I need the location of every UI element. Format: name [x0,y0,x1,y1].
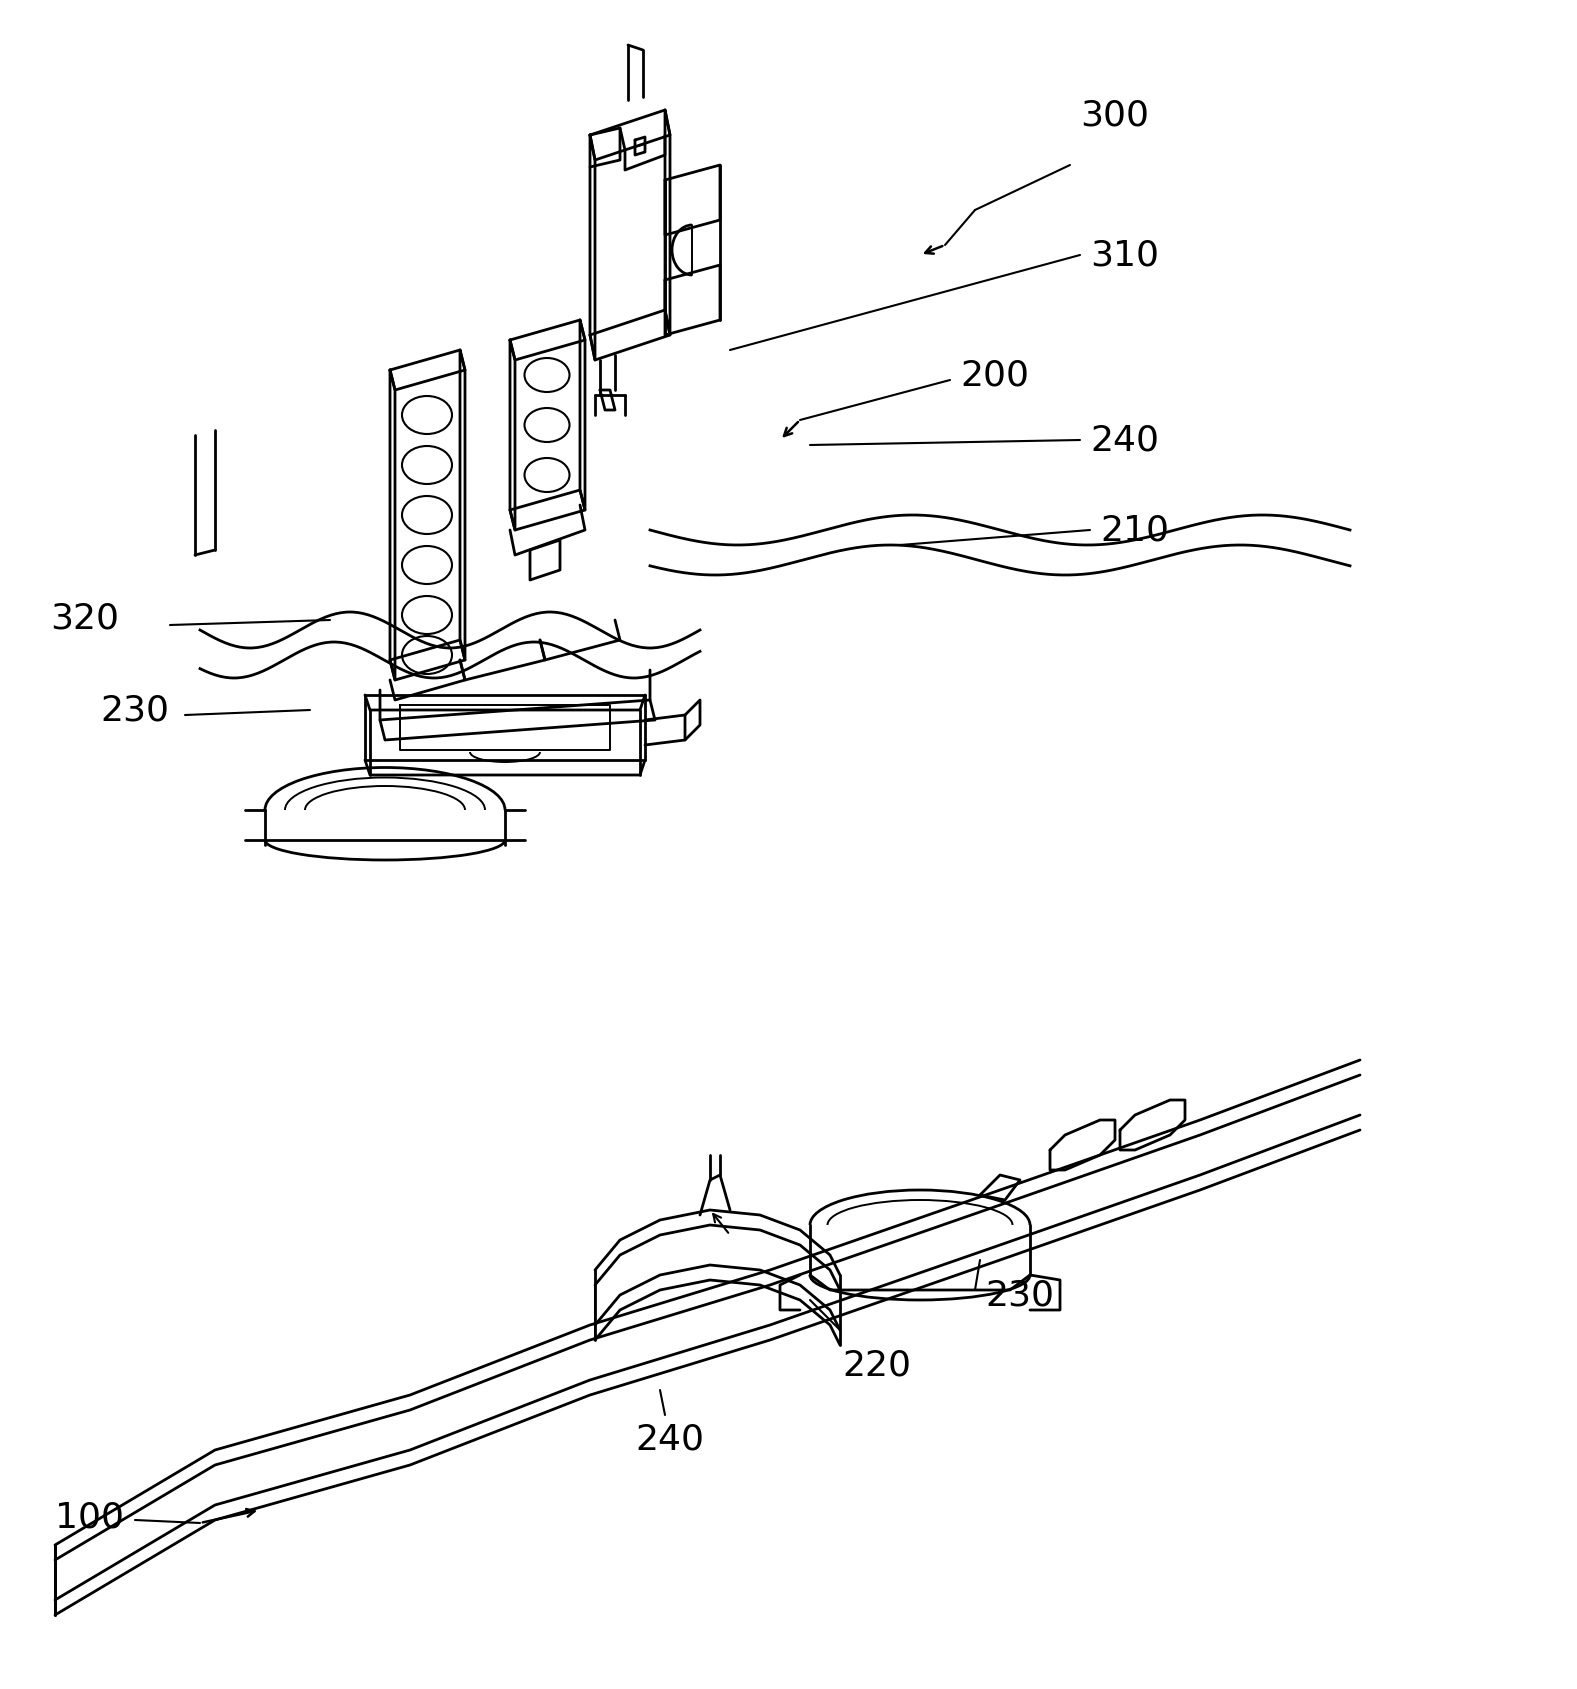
Text: 320: 320 [50,601,118,635]
Text: 200: 200 [960,358,1030,392]
Text: 230: 230 [986,1279,1053,1312]
Text: 300: 300 [1080,98,1150,132]
Text: 240: 240 [636,1424,703,1458]
Text: 100: 100 [55,1502,125,1535]
Text: 220: 220 [842,1348,912,1382]
Text: 230: 230 [99,692,169,726]
Text: 310: 310 [1090,238,1159,272]
Text: 210: 210 [1101,513,1169,547]
Text: 240: 240 [1090,422,1159,458]
